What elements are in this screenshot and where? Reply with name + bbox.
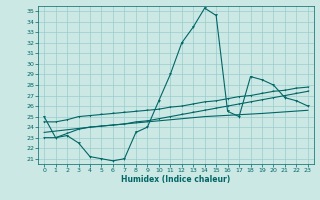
X-axis label: Humidex (Indice chaleur): Humidex (Indice chaleur) (121, 175, 231, 184)
